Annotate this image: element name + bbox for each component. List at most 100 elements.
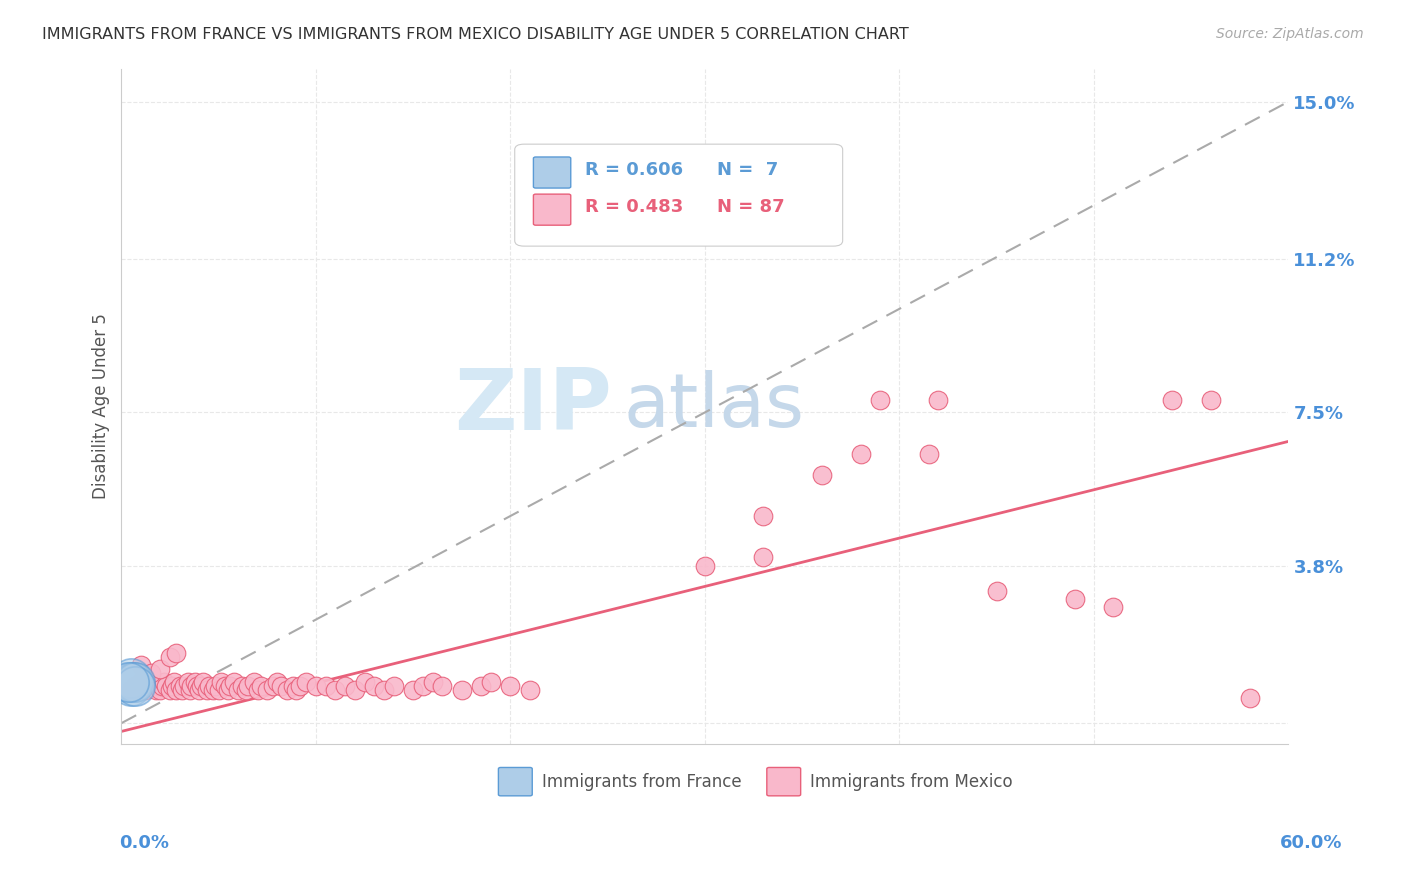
Point bbox=[214, 679, 236, 693]
Point bbox=[142, 679, 165, 693]
Point bbox=[155, 679, 177, 693]
Point bbox=[208, 683, 231, 698]
Text: Immigrants from Mexico: Immigrants from Mexico bbox=[810, 772, 1012, 790]
Point bbox=[849, 447, 872, 461]
Point bbox=[285, 683, 308, 698]
Point bbox=[683, 219, 706, 233]
Point bbox=[201, 683, 224, 698]
FancyBboxPatch shape bbox=[515, 145, 842, 246]
Point bbox=[315, 679, 337, 693]
Point bbox=[169, 679, 191, 693]
Text: 60.0%: 60.0% bbox=[1281, 834, 1343, 852]
Point bbox=[353, 674, 375, 689]
Point bbox=[159, 649, 181, 664]
Point bbox=[281, 679, 304, 693]
Point bbox=[927, 392, 949, 407]
Point bbox=[752, 550, 775, 565]
Text: atlas: atlas bbox=[623, 369, 804, 442]
Point bbox=[122, 674, 145, 689]
Text: N = 87: N = 87 bbox=[717, 198, 785, 216]
Point bbox=[363, 679, 385, 693]
Point bbox=[159, 683, 181, 698]
Point bbox=[149, 662, 172, 676]
Point bbox=[242, 674, 264, 689]
Point bbox=[1199, 392, 1222, 407]
Point bbox=[402, 683, 425, 698]
FancyBboxPatch shape bbox=[498, 767, 533, 796]
Point bbox=[224, 674, 246, 689]
Point bbox=[129, 658, 152, 673]
Point bbox=[479, 674, 502, 689]
Text: R = 0.483: R = 0.483 bbox=[585, 198, 683, 216]
Point bbox=[118, 674, 141, 689]
Text: Immigrants from France: Immigrants from France bbox=[541, 772, 741, 790]
Point bbox=[134, 683, 156, 698]
Point bbox=[195, 683, 218, 698]
Point bbox=[180, 679, 202, 693]
Point bbox=[120, 671, 142, 685]
Text: R = 0.606: R = 0.606 bbox=[585, 161, 683, 178]
Point bbox=[325, 683, 347, 698]
Point bbox=[128, 679, 150, 693]
Point bbox=[219, 679, 242, 693]
Point bbox=[153, 674, 176, 689]
Point bbox=[665, 219, 688, 233]
Point bbox=[986, 583, 1008, 598]
Point bbox=[752, 508, 775, 523]
Point bbox=[693, 558, 716, 573]
Point bbox=[117, 674, 139, 689]
Point bbox=[250, 679, 273, 693]
Point bbox=[519, 683, 541, 698]
Point bbox=[333, 679, 356, 693]
Point bbox=[246, 683, 269, 698]
Point bbox=[432, 679, 454, 693]
Point bbox=[190, 679, 212, 693]
Point bbox=[120, 679, 142, 693]
Point bbox=[1102, 600, 1125, 615]
Point bbox=[1239, 691, 1261, 706]
Point bbox=[262, 679, 284, 693]
Point bbox=[1160, 392, 1182, 407]
Point bbox=[191, 674, 214, 689]
Text: 0.0%: 0.0% bbox=[120, 834, 170, 852]
Point bbox=[120, 683, 142, 698]
Text: ZIP: ZIP bbox=[454, 365, 612, 448]
FancyBboxPatch shape bbox=[533, 157, 571, 188]
Point bbox=[139, 666, 162, 681]
Point bbox=[186, 679, 208, 693]
Point bbox=[499, 679, 522, 693]
Point bbox=[198, 679, 221, 693]
Point bbox=[139, 674, 162, 689]
Point bbox=[149, 683, 172, 698]
Point bbox=[231, 679, 253, 693]
Point bbox=[276, 683, 298, 698]
Point bbox=[382, 679, 405, 693]
Point bbox=[373, 683, 395, 698]
Point bbox=[150, 679, 173, 693]
Text: Source: ZipAtlas.com: Source: ZipAtlas.com bbox=[1216, 27, 1364, 41]
Point bbox=[343, 683, 366, 698]
Point bbox=[917, 447, 939, 461]
Point bbox=[412, 679, 434, 693]
Point bbox=[810, 467, 832, 482]
Point bbox=[270, 679, 292, 693]
Point bbox=[165, 683, 187, 698]
Point bbox=[179, 683, 201, 698]
Point bbox=[636, 198, 658, 212]
Text: N =  7: N = 7 bbox=[717, 161, 778, 178]
Point bbox=[295, 674, 318, 689]
Point bbox=[173, 679, 195, 693]
Point bbox=[148, 679, 170, 693]
Point bbox=[124, 679, 146, 693]
Point bbox=[290, 679, 312, 693]
Point bbox=[163, 674, 186, 689]
Point bbox=[160, 679, 183, 693]
Text: IMMIGRANTS FROM FRANCE VS IMMIGRANTS FROM MEXICO DISABILITY AGE UNDER 5 CORRELAT: IMMIGRANTS FROM FRANCE VS IMMIGRANTS FRO… bbox=[42, 27, 908, 42]
Point bbox=[170, 683, 193, 698]
Point bbox=[226, 683, 249, 698]
Point bbox=[188, 683, 211, 698]
Point bbox=[145, 683, 167, 698]
Y-axis label: Disability Age Under 5: Disability Age Under 5 bbox=[93, 313, 110, 500]
FancyBboxPatch shape bbox=[766, 767, 800, 796]
Point bbox=[256, 683, 278, 698]
